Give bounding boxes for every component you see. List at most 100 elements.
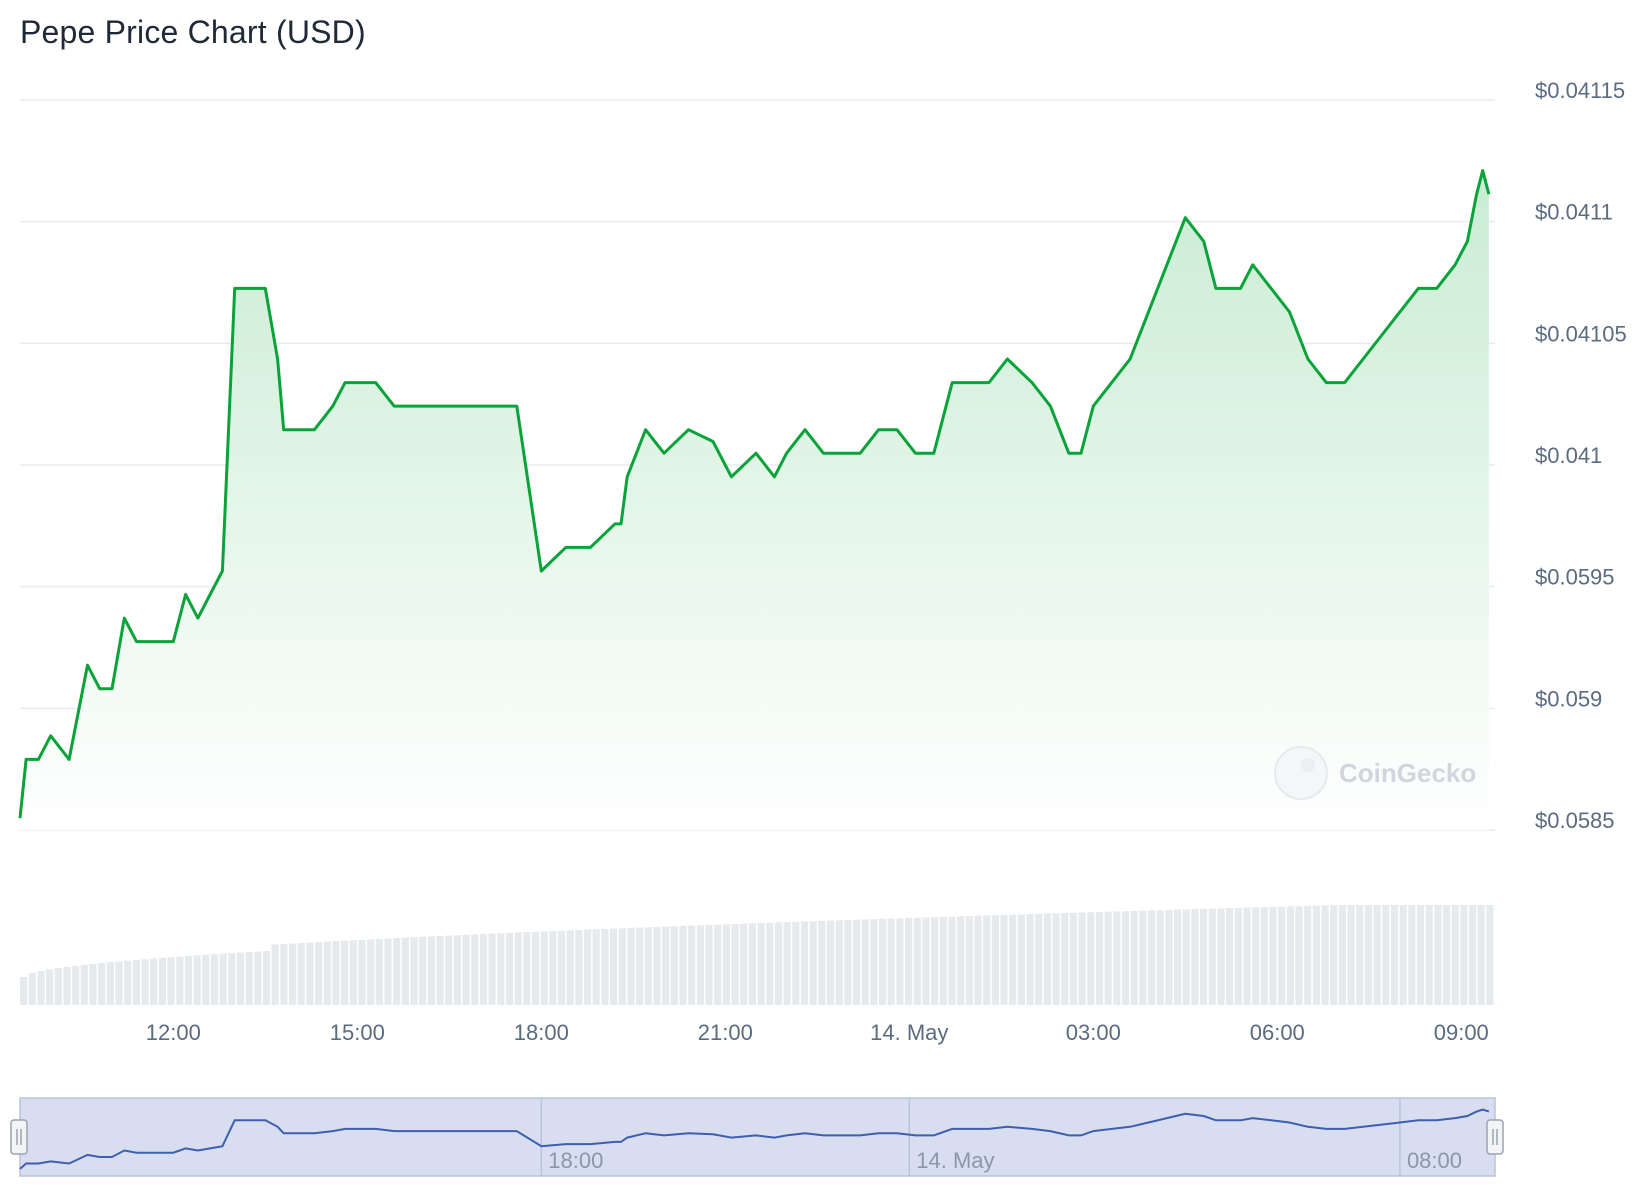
- volume-bar: [1295, 906, 1303, 1005]
- volume-bar: [89, 963, 97, 1005]
- volume-bar: [1043, 913, 1051, 1005]
- gecko-logo-icon: [1274, 746, 1328, 800]
- volume-bar: [1191, 909, 1199, 1005]
- volume-bar: [757, 923, 765, 1005]
- x-tick-label: 09:00: [1434, 1020, 1489, 1045]
- volume-bar: [158, 957, 166, 1005]
- volume-bar: [644, 927, 652, 1005]
- volume-bar: [1304, 905, 1312, 1005]
- volume-bar: [141, 959, 149, 1005]
- volume-bar: [1069, 912, 1078, 1005]
- volume-bar: [479, 934, 488, 1005]
- volume-bar: [948, 916, 956, 1005]
- volume-bar: [957, 916, 965, 1005]
- x-tick-label: 03:00: [1066, 1020, 1121, 1045]
- volume-bar: [375, 938, 383, 1005]
- volume-bar: [401, 937, 409, 1005]
- y-tick-label: $0.059: [1535, 686, 1602, 711]
- volume-bar: [766, 922, 774, 1005]
- y-tick-label: $0.041: [1535, 443, 1602, 468]
- volume-bar: [1147, 910, 1156, 1005]
- price-line[interactable]: [18, 169, 1491, 819]
- volume-bar: [974, 915, 982, 1005]
- volume-bar: [1026, 914, 1034, 1005]
- volume-bar: [1174, 909, 1182, 1005]
- volume-bar: [662, 926, 670, 1005]
- volume-bar: [1226, 908, 1234, 1005]
- navigator-left-handle[interactable]: [10, 1119, 28, 1155]
- volume-bar: [1182, 909, 1190, 1005]
- volume-bar: [852, 919, 861, 1005]
- x-tick-label: 12:00: [146, 1020, 201, 1045]
- volume-bar: [1399, 905, 1407, 1005]
- volume-bar: [1009, 914, 1017, 1005]
- volume-bar: [636, 927, 644, 1005]
- navigator-labels: 18:00 14. May 08:00: [548, 1148, 1462, 1173]
- volume-bar: [601, 928, 609, 1005]
- volume-bar: [488, 933, 496, 1005]
- volume-bar: [1165, 909, 1173, 1005]
- volume-bar: [315, 942, 323, 1005]
- x-axis-labels: 12:00 15:00 18:00 21:00 14. May 03:00 06:00 09:…: [146, 1020, 1489, 1045]
- volume-bar: [939, 916, 947, 1005]
- volume-bar: [193, 955, 201, 1005]
- volume-bar: [254, 951, 262, 1005]
- navigator-selection[interactable]: [19, 1097, 1496, 1177]
- volume-bar: [1477, 905, 1485, 1005]
- volume-bar: [809, 921, 817, 1005]
- volume-bar: [983, 915, 991, 1005]
- x-tick-label: 15:00: [330, 1020, 385, 1045]
- volume-bar: [826, 920, 835, 1005]
- navigator-line: [19, 1108, 1490, 1170]
- volume-bar: [1035, 913, 1043, 1005]
- volume-bar: [184, 956, 193, 1005]
- navigator-right-handle[interactable]: [1486, 1119, 1504, 1155]
- volume-bar: [228, 953, 236, 1005]
- volume-bar: [1104, 911, 1112, 1005]
- price-area-fill: [20, 170, 1489, 831]
- volume-bar: [818, 920, 826, 1005]
- volume-bar: [1278, 906, 1286, 1005]
- volume-bar: [1434, 905, 1442, 1005]
- volume-bar: [1469, 905, 1477, 1005]
- coingecko-watermark: CoinGecko: [1274, 746, 1476, 800]
- volume-bar: [297, 943, 305, 1005]
- volume-bars: [20, 905, 1494, 1005]
- volume-bar: [1460, 905, 1468, 1005]
- volume-bar: [1425, 905, 1433, 1005]
- watermark-text: CoinGecko: [1339, 758, 1476, 788]
- volume-bar: [167, 957, 175, 1005]
- volume-bar: [1121, 911, 1130, 1005]
- volume-bar: [835, 920, 843, 1005]
- volume-bar: [931, 917, 939, 1005]
- volume-bar: [774, 922, 783, 1005]
- volume-bar: [202, 954, 210, 1005]
- range-navigator[interactable]: 18:00 14. May 08:00: [10, 1097, 1504, 1177]
- volume-bar: [1061, 913, 1069, 1005]
- volume-bar: [844, 920, 852, 1005]
- volume-bar: [531, 931, 540, 1005]
- volume-bar: [1312, 905, 1320, 1005]
- volume-bar: [1286, 906, 1294, 1005]
- volume-bar: [332, 941, 340, 1005]
- navigator-label: 18:00: [548, 1148, 603, 1173]
- volume-bar: [792, 921, 800, 1005]
- volume-bar: [393, 938, 401, 1005]
- volume-bar: [306, 942, 314, 1005]
- y-axis-labels: $0.04115 $0.0411 $0.04105 $0.041 $0.0595 $0.0…: [1535, 78, 1627, 833]
- y-tick-label: $0.0595: [1535, 565, 1615, 590]
- volume-bar: [63, 966, 71, 1005]
- volume-bar: [453, 935, 461, 1005]
- volume-bar: [72, 965, 80, 1005]
- volume-bar: [722, 924, 730, 1005]
- volume-bar: [497, 933, 505, 1005]
- volume-bar: [367, 939, 375, 1005]
- volume-bar: [1087, 912, 1095, 1005]
- volume-bar: [115, 961, 123, 1005]
- volume-bar: [1338, 905, 1346, 1005]
- volume-bar: [870, 919, 878, 1005]
- y-tick-label: $0.0411: [1535, 200, 1613, 225]
- volume-bar: [132, 959, 140, 1005]
- volume-bar: [1321, 905, 1329, 1005]
- volume-bar: [1095, 912, 1104, 1005]
